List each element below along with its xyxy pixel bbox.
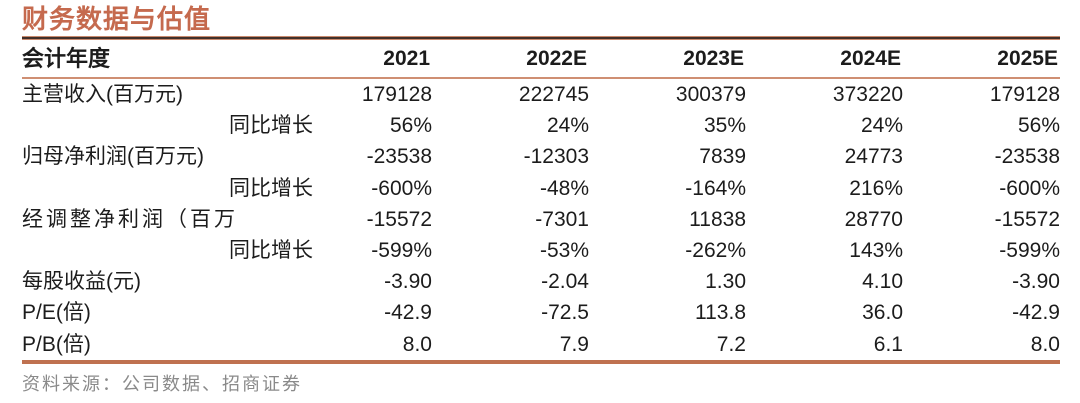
value-cell: -7301 [535,207,589,231]
value-cell: -599% [999,239,1060,263]
table-row-adjusted-net-profit-yoy: 同比增长 -599% -53% -262% 143% -599% [22,235,1060,266]
value-cell: -42.9 [384,301,432,325]
value-cell: -600% [371,176,432,200]
value-cell: -23538 [994,145,1060,169]
value-cell: 56% [1017,114,1060,138]
row-label: 归母净利润(百万元) [22,145,204,169]
year-header-2022e: 2022E [432,40,589,79]
page-title: 财务数据与估值 [22,4,212,34]
value-cell: 6.1 [873,332,903,356]
row-label: 同比增长 [229,176,313,200]
value-cell: -12303 [523,145,589,169]
value-cell: 28770 [844,207,903,231]
year-header-2024e: 2024E [746,40,903,79]
value-cell: 8.0 [402,332,432,356]
value-cell: 113.8 [695,301,746,325]
value-cell: 24% [860,114,903,138]
value-cell: 7.2 [716,332,746,356]
year-header-2021: 2021 [315,40,432,79]
value-cell: -53% [539,239,589,263]
table-row-eps: 每股收益(元) -3.90 -2.04 1.30 4.10 -3.90 [22,266,1060,297]
value-cell: -262% [685,239,746,263]
table-row-pe: P/E(倍) -42.9 -72.5 113.8 36.0 -42.9 [22,297,1060,328]
year-header-2023e: 2023E [589,40,746,79]
table-header-row: 会计年度 2021 2022E 2023E 2024E 2025E [22,40,1060,79]
value-cell: 7839 [699,145,746,169]
value-cell: 11838 [689,207,746,231]
value-cell: 36.0 [862,301,903,325]
value-cell: 24773 [844,145,903,169]
value-cell: -2.04 [541,270,589,294]
table-row-revenue-yoy: 同比增长 56% 24% 35% 24% 56% [22,110,1060,141]
row-label: 同比增长 [229,239,313,263]
value-cell: 216% [849,176,903,200]
value-cell: 35% [703,114,746,138]
value-cell: 56% [389,114,432,138]
value-cell: 373220 [832,83,903,107]
value-cell: 300379 [675,83,746,107]
value-cell: -15572 [366,207,432,231]
value-cell: 1.30 [705,270,746,294]
value-cell: -164% [685,176,746,200]
year-header-2025e: 2025E [903,40,1060,79]
value-cell: -42.9 [1012,301,1060,325]
table-row-net-profit: 归母净利润(百万元) -23538 -12303 7839 24773 -235… [22,141,1060,172]
value-cell: 4.10 [862,270,903,294]
header-fiscal-year: 会计年度 [22,40,315,79]
value-cell: -3.90 [384,270,432,294]
value-cell: 7.9 [559,332,589,356]
value-cell: -3.90 [1012,270,1060,294]
row-label: P/E(倍) [22,301,91,325]
bottom-rule [22,359,1060,364]
value-cell: 179128 [361,83,432,107]
row-label: 同比增长 [229,114,313,138]
table-row-adjusted-net-profit: 经调整净利润（百万 -15572 -7301 11838 28770 -1557… [22,204,1060,235]
value-cell: -599% [371,239,432,263]
value-cell: 143% [849,239,903,263]
value-cell: 8.0 [1030,332,1060,356]
table-row-revenue: 主营收入(百万元) 179128 222745 300379 373220 17… [22,78,1060,110]
value-cell: -15572 [994,207,1060,231]
value-cell: -72.5 [541,301,589,325]
value-cell: 179128 [989,83,1060,107]
table-row-pb: P/B(倍) 8.0 7.9 7.2 6.1 8.0 [22,329,1060,360]
top-rule [22,36,1060,40]
row-label: P/B(倍) [22,332,91,356]
value-cell: -48% [539,176,589,200]
row-label: 每股收益(元) [22,270,141,294]
value-cell: 24% [546,114,589,138]
table-row-net-profit-yoy: 同比增长 -600% -48% -164% 216% -600% [22,173,1060,204]
financial-table: 会计年度 2021 2022E 2023E 2024E 2025E 主营收入(百… [22,40,1060,360]
value-cell: -23538 [366,145,432,169]
value-cell: 222745 [518,83,589,107]
row-label: 经调整净利润（百万 [22,207,238,231]
source-note: 资料来源：公司数据、招商证券 [22,373,302,394]
row-label: 主营收入(百万元) [22,83,183,107]
value-cell: -600% [999,176,1060,200]
